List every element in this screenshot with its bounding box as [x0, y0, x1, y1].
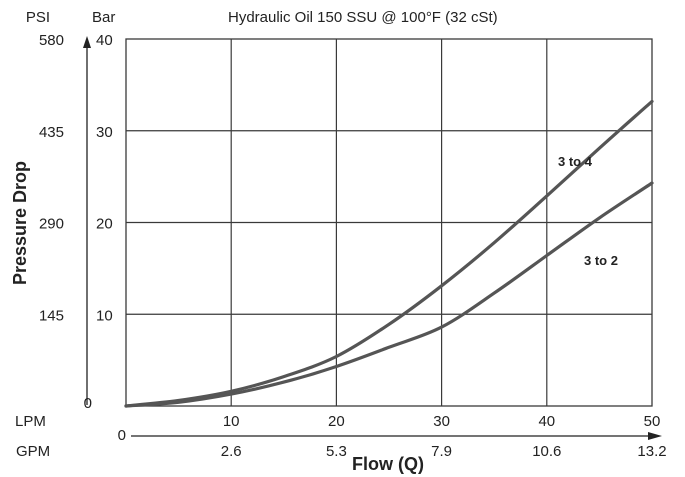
y-tick-label-psi: 435	[39, 124, 64, 141]
y-tick-label-bar: 40	[96, 32, 113, 49]
x-tick-label-gpm: 13.2	[637, 443, 666, 460]
series-label: 3 to 2	[584, 253, 618, 268]
x-tick-label-lpm: 10	[223, 413, 240, 430]
y-tick-label-psi: 580	[39, 32, 64, 49]
x-axis-label: Flow (Q)	[352, 454, 424, 474]
chart-curves	[124, 99, 654, 408]
chart-title: Hydraulic Oil 150 SSU @ 100°F (32 cSt)	[228, 9, 498, 26]
series-line-1	[124, 181, 654, 408]
x-zero-label: 0	[118, 427, 126, 444]
chart-grid	[125, 38, 653, 407]
x-tick-label-lpm: 20	[328, 413, 345, 430]
series-line-0	[124, 99, 654, 408]
x-tick-label-lpm: 50	[644, 413, 661, 430]
bar-axis-header: Bar	[92, 9, 115, 26]
x-axis-arrowhead	[648, 432, 662, 440]
series-label: 3 to 4	[558, 154, 593, 169]
y-tick-label-psi: 290	[39, 216, 64, 233]
psi-zero-label: 0	[84, 395, 92, 412]
x-tick-label-gpm: 10.6	[532, 443, 561, 460]
lpm-unit-label: LPM	[15, 413, 46, 430]
x-tick-label-gpm: 7.9	[431, 443, 452, 460]
x-tick-label-lpm: 30	[433, 413, 450, 430]
x-tick-label-gpm: 5.3	[326, 443, 347, 460]
y-tick-label-bar: 30	[96, 124, 113, 141]
y-tick-label-psi: 145	[39, 307, 64, 324]
y-axis-arrowhead	[83, 36, 91, 48]
psi-axis-header: PSI	[26, 9, 50, 26]
chart-axes	[83, 36, 662, 440]
y-axis-label: Pressure Drop	[10, 161, 30, 285]
x-tick-label-gpm: 2.6	[221, 443, 242, 460]
y-tick-label-bar: 10	[96, 307, 113, 324]
y-tick-label-bar: 20	[96, 216, 113, 233]
gpm-unit-label: GPM	[16, 443, 50, 460]
x-tick-label-lpm: 40	[538, 413, 555, 430]
chart-labels: PSI Bar Hydraulic Oil 150 SSU @ 100°F (3…	[10, 9, 667, 474]
